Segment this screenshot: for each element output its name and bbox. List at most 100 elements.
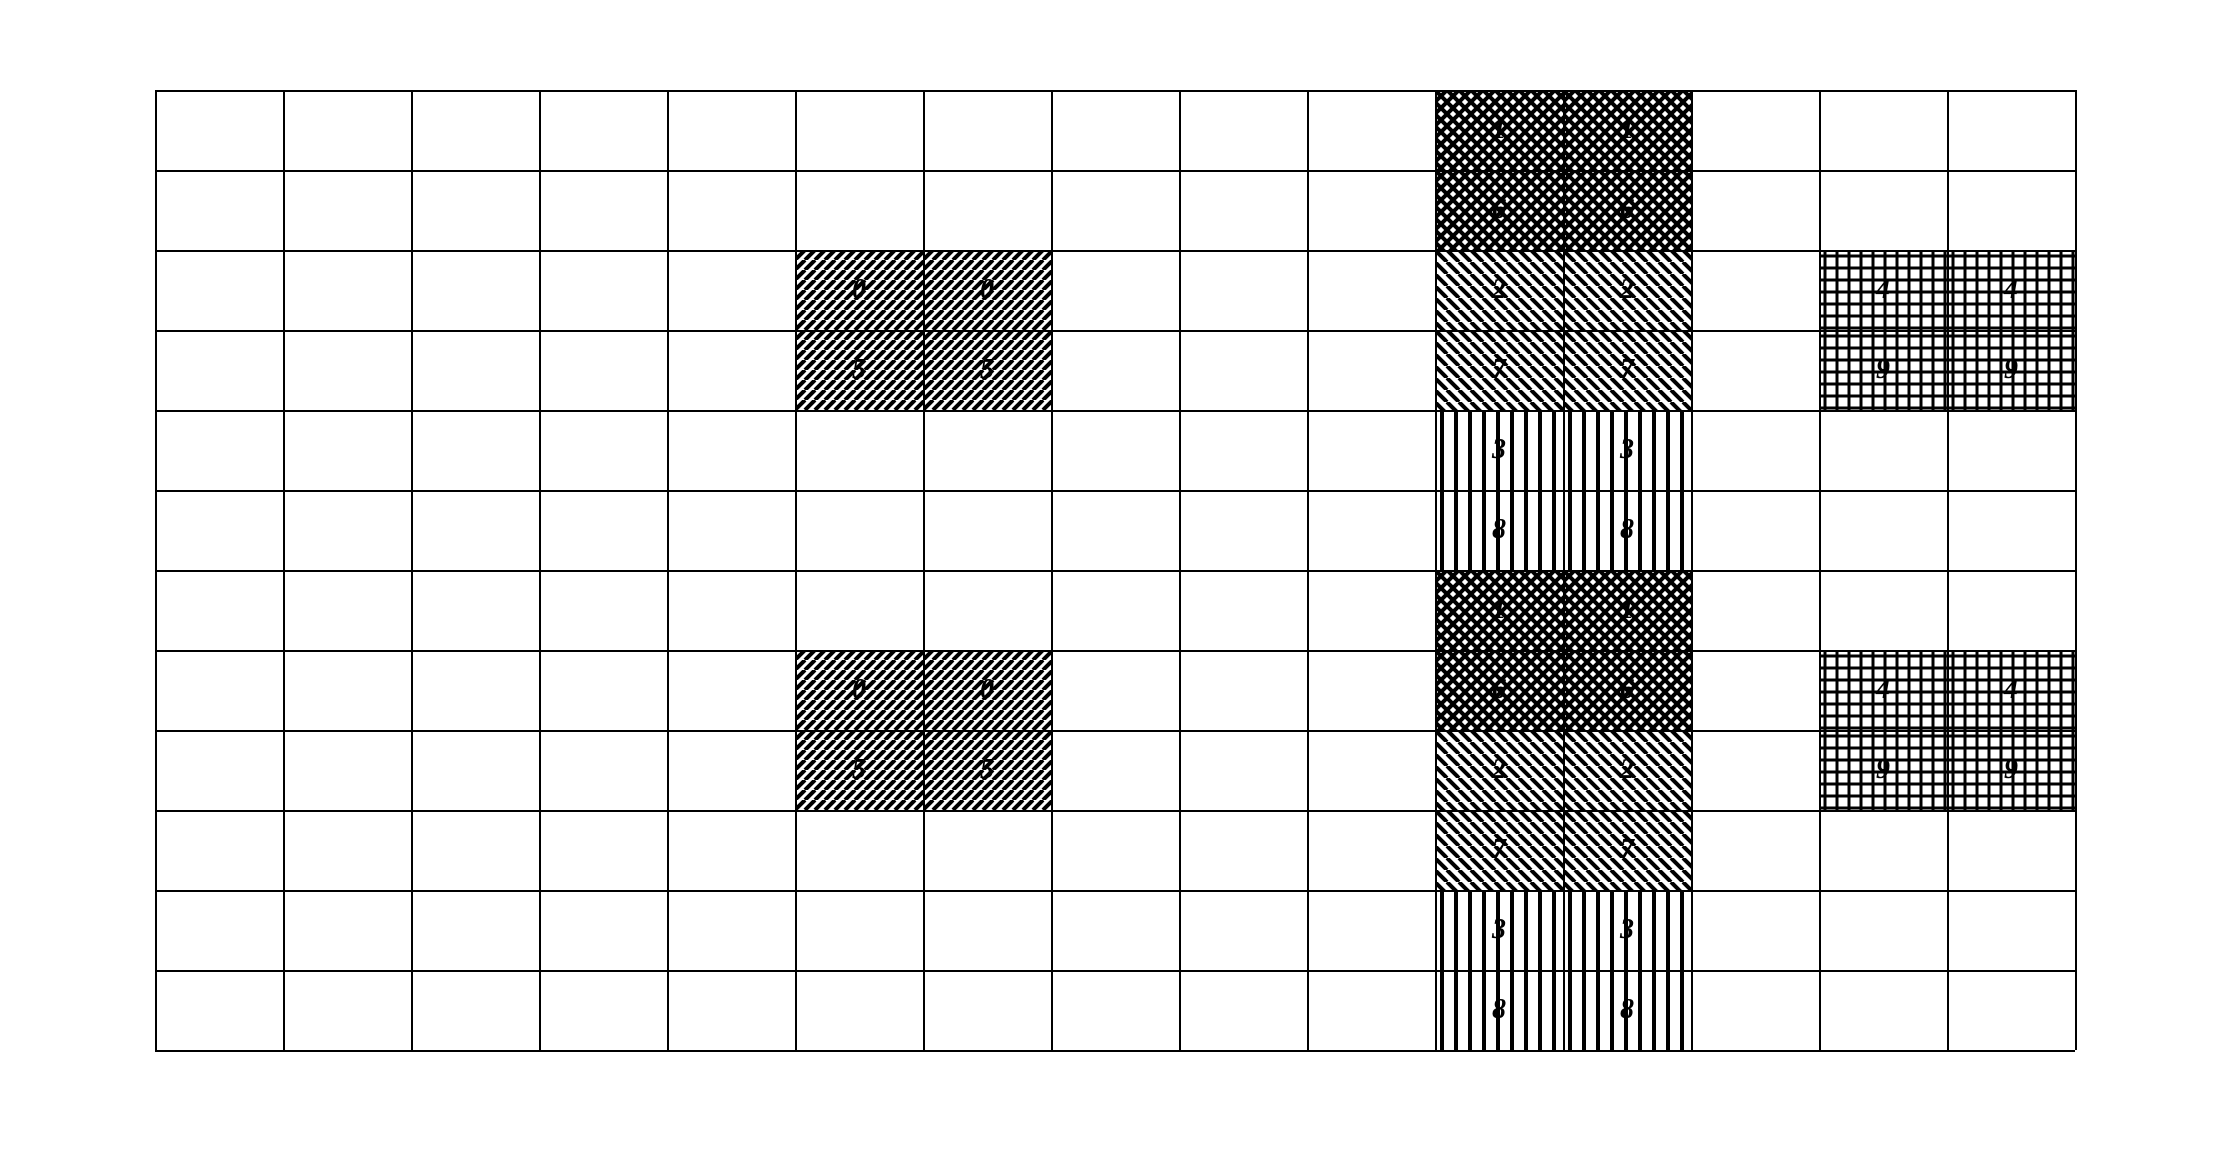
hatched-block: 2 2 7	[1435, 730, 1691, 890]
grid-line-vertical	[1179, 90, 1181, 1050]
grid-line-vertical	[1691, 90, 1693, 1050]
hatched-cell: 0	[795, 250, 923, 330]
grid-line-horizontal	[155, 170, 2075, 172]
hatched-cell: 6	[1563, 170, 1691, 250]
cell-label: 1	[1492, 114, 1506, 146]
cell-label: 0	[980, 274, 994, 306]
hatched-cell: 9	[1947, 730, 2075, 810]
hatched-cell: 0	[923, 250, 1051, 330]
hatched-cell: 4	[1819, 250, 1947, 330]
cell-label: 7	[1492, 834, 1506, 866]
cell-label: 4	[1876, 274, 1890, 306]
hatched-block: 1 1 6	[1435, 570, 1691, 730]
hatched-cell: 9	[1819, 330, 1947, 410]
hatched-cell: 1	[1435, 90, 1563, 170]
hatched-block: 3 3 8 8	[1435, 410, 1691, 570]
grid-line-horizontal	[155, 410, 2075, 412]
cell-label: 7	[1620, 354, 1634, 386]
hatched-cell: 7	[1563, 810, 1691, 890]
cell-label: 4	[2004, 274, 2018, 306]
cell-label: 1	[1620, 114, 1634, 146]
cell-label: 7	[1492, 354, 1506, 386]
hatched-cell: 4	[1819, 650, 1947, 730]
hatched-cell: 4	[1947, 250, 2075, 330]
hatched-block: 0 0 5	[795, 650, 1051, 810]
hatched-cell: 7	[1563, 330, 1691, 410]
hatched-cell: 1	[1563, 570, 1691, 650]
hatched-cell: 4	[1947, 650, 2075, 730]
hatched-cell: 1	[1563, 90, 1691, 170]
cell-label: 5	[852, 354, 866, 386]
hatched-cell: 2	[1563, 730, 1691, 810]
hatched-block: 4 4 9 9	[1819, 650, 2075, 810]
cell-label: 5	[980, 354, 994, 386]
cell-label: 8	[1492, 994, 1506, 1026]
hatched-block: 4 4 9 9	[1819, 250, 2075, 410]
hatched-block: 0 0 5	[795, 250, 1051, 410]
cell-label: 6	[1492, 194, 1506, 226]
hatched-cell: 7	[1435, 330, 1563, 410]
cell-label: 3	[1492, 434, 1506, 466]
cell-label: 4	[2004, 674, 2018, 706]
cell-label: 6	[1620, 194, 1634, 226]
cell-label: 0	[852, 274, 866, 306]
hatched-block: 3 3 8 8	[1435, 890, 1691, 1050]
hatched-block: 2 2 7	[1435, 250, 1691, 410]
grid-line-horizontal	[155, 890, 2075, 892]
hatched-cell: 9	[1819, 730, 1947, 810]
hatched-cell: 8	[1435, 970, 1563, 1050]
grid-line-vertical	[2075, 90, 2077, 1050]
hatched-cell: 3	[1435, 890, 1563, 970]
grid-line-vertical	[667, 90, 669, 1050]
cell-label: 9	[2004, 754, 2018, 786]
cell-label: 9	[1876, 754, 1890, 786]
cell-label: 1	[1620, 594, 1634, 626]
cell-label: 0	[852, 674, 866, 706]
hatched-cell: 8	[1435, 490, 1563, 570]
cell-label: 3	[1620, 914, 1634, 946]
hatched-block: 1 1 6	[1435, 90, 1691, 250]
grid-line-horizontal	[155, 730, 2075, 732]
grid-line-horizontal	[155, 650, 2075, 652]
grid-line-vertical	[411, 90, 413, 1050]
cell-label: 2	[1492, 274, 1506, 306]
cell-label: 4	[1876, 674, 1890, 706]
grid-line-horizontal	[155, 810, 2075, 812]
hatched-cell: 9	[1947, 330, 2075, 410]
hatched-cell: 6	[1435, 650, 1563, 730]
hatched-cell: 0	[795, 650, 923, 730]
cell-label: 8	[1620, 514, 1634, 546]
grid-line-vertical	[283, 90, 285, 1050]
hatched-cell: 8	[1563, 970, 1691, 1050]
cell-label: 8	[1620, 994, 1634, 1026]
hatched-cell: 6	[1435, 170, 1563, 250]
grid-line-horizontal	[155, 970, 2075, 972]
cell-label: 6	[1492, 674, 1506, 706]
cell-label: 2	[1492, 754, 1506, 786]
hatched-cell: 5	[923, 730, 1051, 810]
hatched-cell: 8	[1563, 490, 1691, 570]
hatched-cell: 2	[1435, 730, 1563, 810]
cell-label: 9	[1876, 354, 1890, 386]
hatched-cell: 1	[1435, 570, 1563, 650]
grid-line-horizontal	[155, 250, 2075, 252]
grid-line-vertical	[155, 90, 157, 1050]
cell-label: 0	[980, 674, 994, 706]
cell-label: 2	[1620, 754, 1634, 786]
hatched-cell: 0	[923, 650, 1051, 730]
cell-label: 5	[852, 754, 866, 786]
grid-line-horizontal	[155, 570, 2075, 572]
grid-line-horizontal	[155, 490, 2075, 492]
hatched-cell: 7	[1435, 810, 1563, 890]
cell-label: 3	[1492, 914, 1506, 946]
hatched-cell: 3	[1563, 890, 1691, 970]
grid-diagram: 0 0 5	[0, 0, 2240, 1160]
hatched-cell: 5	[795, 330, 923, 410]
cell-label: 5	[980, 754, 994, 786]
grid-line-vertical	[1307, 90, 1309, 1050]
hatched-cell: 2	[1563, 250, 1691, 330]
cell-label: 6	[1620, 674, 1634, 706]
grid-line-horizontal	[155, 330, 2075, 332]
cell-label: 1	[1492, 594, 1506, 626]
hatched-cell: 2	[1435, 250, 1563, 330]
